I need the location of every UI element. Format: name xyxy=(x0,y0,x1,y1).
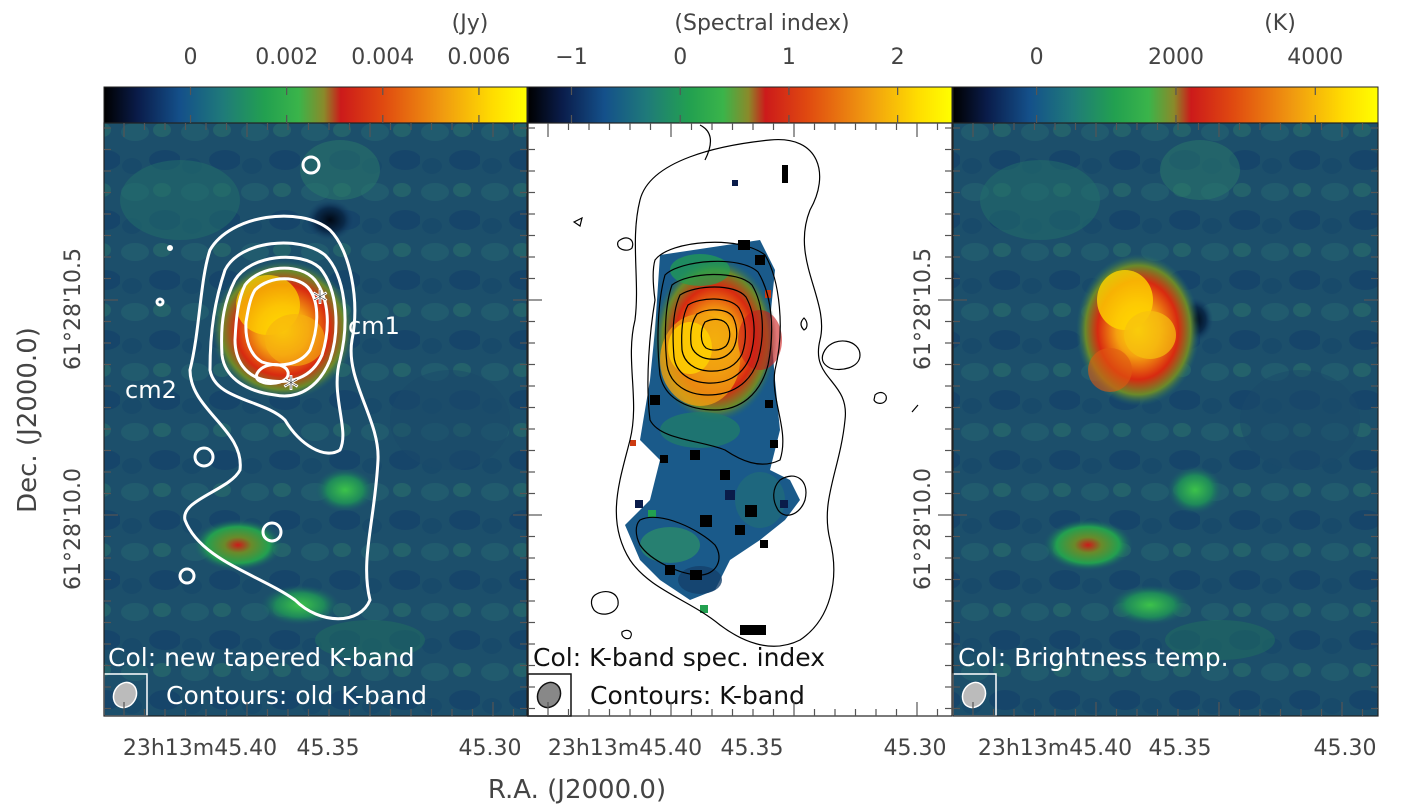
colorbar-2 xyxy=(527,86,953,124)
x-axis-title: R.A. (J2000.0) xyxy=(488,775,666,805)
colorbar-tick: 2000 xyxy=(1148,45,1204,70)
contours-panel-1 xyxy=(155,155,380,621)
star-marker-cm1: * xyxy=(313,285,328,320)
xtick-label-p2-1: 45.35 xyxy=(721,736,784,761)
xtick-label-p1-1: 45.35 xyxy=(297,736,360,761)
colorbar-tick: 0.002 xyxy=(255,45,318,70)
annotation-cm1: cm1 xyxy=(348,312,400,340)
spectral-index-map xyxy=(625,165,800,635)
contours-panel-2 xyxy=(572,124,919,647)
colorbar-tick: −1 xyxy=(555,45,587,70)
colorbar-tick: 0 xyxy=(184,45,198,70)
xtick-label-p3-0: 23h13m45.40 xyxy=(978,736,1132,761)
ytick-label-p3-b: 61°28'10.0 xyxy=(911,468,936,590)
colorbar-title-3: (K) xyxy=(1264,11,1296,36)
colorbar-tick: 4000 xyxy=(1287,45,1343,70)
beam-ellipse-3 xyxy=(961,681,987,709)
xtick-label-p3-1: 45.35 xyxy=(1149,736,1212,761)
panel-3: (K) 0 2000 4000 Col: Brightness temp. xyxy=(952,11,1379,717)
xtick-label-p3-2: 45.30 xyxy=(1314,736,1377,761)
colormap-image-3 xyxy=(953,123,1378,716)
beam-ellipse-2 xyxy=(536,681,562,709)
colorbar-tick: 0 xyxy=(1030,45,1044,70)
col-label-3: Col: Brightness temp. xyxy=(958,643,1229,672)
y-axis-title: Dec. (J2000.0) xyxy=(13,327,43,513)
colorbar-tick: 0.006 xyxy=(447,45,510,70)
beam-ellipse-1 xyxy=(112,681,138,709)
xtick-label-p2-0: 23h13m45.40 xyxy=(548,736,702,761)
xtick-label-p1-2: 45.30 xyxy=(459,736,522,761)
colorbar-tick: 0.004 xyxy=(351,45,414,70)
ytick-label-p1-a: 61°28'10.5 xyxy=(61,248,86,370)
colorbar-1 xyxy=(103,86,528,124)
panel-1: (Jy) 0 0.002 0.004 0.006 xyxy=(103,11,528,717)
contour-label-1: Contours: old K-band xyxy=(166,681,427,710)
star-marker-cm2: * xyxy=(284,371,299,406)
annotation-cm2: cm2 xyxy=(125,376,177,404)
ytick-label-p1-b: 61°28'10.0 xyxy=(61,468,86,590)
col-label-2: Col: K-band spec. index xyxy=(533,643,825,672)
ytick-label-p3-a: 61°28'10.5 xyxy=(911,248,936,370)
colorbar-3 xyxy=(952,86,1379,124)
xtick-label-p2-2: 45.30 xyxy=(884,736,947,761)
colormap-image-1 xyxy=(104,123,527,716)
colorbar-title-1: (Jy) xyxy=(452,11,489,36)
colorbar-title-2: (Spectral index) xyxy=(674,11,849,36)
colorbar-tick: 0 xyxy=(673,45,687,70)
panel-2: (Spectral index) −1 0 1 2 xyxy=(527,11,953,717)
contour-label-2: Contours: K-band xyxy=(590,681,805,710)
xtick-label-p1-0: 23h13m45.40 xyxy=(123,736,277,761)
colorbar-tick: 1 xyxy=(782,45,796,70)
colorbar-tick: 2 xyxy=(891,45,905,70)
col-label-1: Col: new tapered K-band xyxy=(108,643,415,672)
